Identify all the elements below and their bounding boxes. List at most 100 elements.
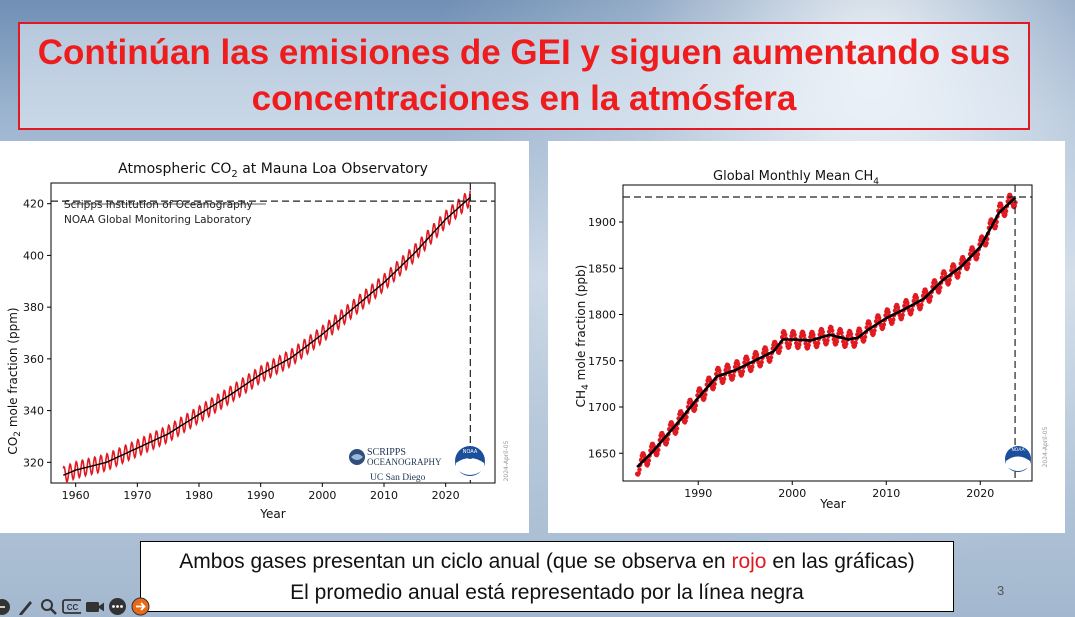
monthly-point <box>886 310 891 315</box>
monthly-point <box>895 305 901 310</box>
monthly-point <box>815 341 821 346</box>
monthly-point <box>683 418 688 423</box>
monthly-point <box>817 332 822 337</box>
monthly-point <box>902 303 907 309</box>
subtitles-icon[interactable]: CC <box>62 597 81 616</box>
monthly-point <box>984 241 989 246</box>
monthly-point <box>1003 212 1008 217</box>
monthly-point <box>892 308 898 313</box>
y-tick-label: 1800 <box>588 309 616 322</box>
monthly-point <box>933 280 938 285</box>
monthly-point <box>797 342 802 347</box>
y-tick-label: 380 <box>23 301 44 314</box>
navigate-icon[interactable] <box>0 597 12 616</box>
monthly-series-line <box>62 190 472 484</box>
monthly-point <box>684 414 689 420</box>
caption-line-2: El promedio anual está representado por … <box>290 581 804 604</box>
monthly-point <box>806 343 811 348</box>
monthly-point <box>820 329 825 335</box>
monthly-point <box>711 385 717 390</box>
noaa-logo: NOAA <box>455 446 485 476</box>
y-tick-label: 340 <box>23 405 44 418</box>
annual-mean-line <box>636 196 1017 469</box>
y-tick-label: 360 <box>23 353 44 366</box>
monthly-point <box>778 345 783 350</box>
monthly-point <box>636 471 641 476</box>
monthly-point <box>717 368 722 373</box>
monthly-point <box>731 373 736 378</box>
monthly-point <box>873 319 879 324</box>
monthly-point <box>881 322 887 327</box>
y-tick-label: 1700 <box>588 401 616 414</box>
monthly-point <box>777 348 782 354</box>
monthly-point <box>1003 208 1009 214</box>
monthly-point <box>825 338 830 343</box>
x-axis-label: Year <box>259 507 285 521</box>
svg-text:NOAA: NOAA <box>1011 447 1025 453</box>
monthly-point <box>831 337 836 342</box>
camera-icon[interactable] <box>85 597 104 616</box>
monthly-point <box>665 437 670 442</box>
ch4-chart: Global Monthly Mean CH4 1990 2000 2010 2020… <box>574 169 1049 511</box>
monthly-point <box>834 339 840 344</box>
monthly-point <box>927 298 933 303</box>
monthly-point <box>862 334 868 340</box>
monthly-point <box>1012 203 1017 208</box>
monthly-point <box>702 396 707 401</box>
monthly-point <box>853 340 858 346</box>
monthly-point <box>740 369 746 374</box>
zoom-icon[interactable] <box>39 597 58 616</box>
monthly-point <box>883 313 888 318</box>
monthly-point <box>956 270 962 276</box>
x-tick-label: 1960 <box>62 489 90 502</box>
plot-area <box>622 184 1033 482</box>
monthly-point <box>742 360 747 365</box>
monthly-point <box>942 271 948 276</box>
monthly-point <box>862 338 867 343</box>
monthly-point <box>946 281 952 286</box>
svg-text:NOAA: NOAA <box>463 449 478 455</box>
monthly-point <box>721 376 727 382</box>
plot-area <box>50 182 496 484</box>
monthly-point <box>928 294 934 299</box>
monthly-point <box>911 298 916 304</box>
monthly-point <box>754 352 760 357</box>
monthly-point <box>999 203 1004 208</box>
annual-mean-line <box>63 196 471 476</box>
svg-text:SCRIPPS: SCRIPPS <box>367 447 406 458</box>
scripps-logo: SCRIPPS OCEANOGRAPHY UC San Diego <box>349 447 442 483</box>
monthly-point <box>801 333 807 338</box>
x-tick-label: 2000 <box>308 489 336 502</box>
y-tick-label: 1850 <box>588 262 616 275</box>
monthly-point <box>975 252 981 257</box>
monthly-point <box>645 461 651 467</box>
next-icon[interactable] <box>131 597 150 616</box>
x-tick-label: 2020 <box>432 489 460 502</box>
monthly-point <box>965 265 970 270</box>
svg-text:OCEANOGRAPHY: OCEANOGRAPHY <box>367 457 442 467</box>
monthly-point <box>732 364 738 370</box>
x-tick-label: 2010 <box>872 487 900 500</box>
monthly-point <box>811 332 816 337</box>
caption-red-word: rojo <box>731 550 767 573</box>
more-icon[interactable] <box>108 597 127 616</box>
co2-chart-panel: Atmospheric CO2 at Mauna Loa Observatory… <box>0 141 529 533</box>
monthly-point <box>726 365 731 370</box>
monthly-point <box>792 332 797 337</box>
monthly-point <box>674 426 680 431</box>
monthly-point <box>841 339 846 344</box>
monthly-point <box>956 274 961 279</box>
monthly-point <box>736 361 741 367</box>
monthly-point <box>637 467 642 472</box>
monthly-point <box>855 332 860 337</box>
monthly-point <box>858 328 863 334</box>
pen-icon[interactable] <box>16 597 35 616</box>
chart-title: Global Monthly Mean CH4 <box>713 169 879 187</box>
y-axis-label: CO2 mole fraction (ppm) <box>6 307 23 454</box>
credit-line-2: NOAA Global Monitoring Laboratory <box>64 214 251 226</box>
monthly-point <box>808 334 813 340</box>
monthly-point <box>919 302 924 308</box>
monthly-point <box>768 355 774 360</box>
monthly-point <box>872 328 877 333</box>
monthly-point <box>751 355 756 360</box>
